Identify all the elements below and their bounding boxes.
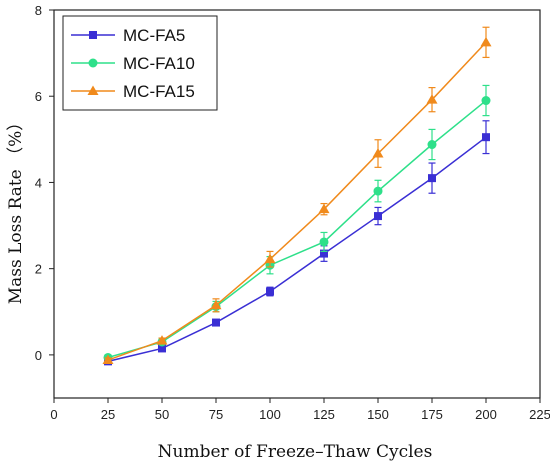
chart-series bbox=[102, 26, 492, 366]
x-tick-label: 125 bbox=[313, 407, 335, 422]
x-tick-label: 200 bbox=[475, 407, 497, 422]
y-tick-label: 0 bbox=[35, 348, 42, 363]
chart-axes: 0 25 50 75 100 125 150 175 200 225 0 2 4 6 8 bbox=[35, 3, 550, 422]
x-tick-label: 225 bbox=[529, 407, 550, 422]
x-tick-label: 150 bbox=[367, 407, 389, 422]
x-tick-label: 50 bbox=[155, 407, 169, 422]
data-point bbox=[212, 318, 220, 327]
legend-marker bbox=[88, 58, 98, 68]
data-point bbox=[320, 249, 328, 258]
data-point bbox=[481, 96, 491, 106]
data-point bbox=[427, 140, 437, 150]
y-tick-label: 8 bbox=[35, 3, 42, 18]
x-tick-label: 100 bbox=[259, 407, 281, 422]
data-point bbox=[318, 203, 330, 214]
series-mc-fa15 bbox=[102, 26, 492, 365]
y-tick-label: 4 bbox=[35, 175, 42, 190]
data-point bbox=[372, 148, 384, 158]
data-point bbox=[264, 253, 276, 264]
series-mc-fa10 bbox=[103, 84, 491, 362]
x-tick-label: 75 bbox=[209, 407, 223, 422]
x-axis-title: Number of Freeze–Thaw Cycles bbox=[158, 442, 433, 462]
data-point bbox=[374, 212, 382, 221]
data-point bbox=[102, 354, 114, 365]
series-line bbox=[107, 99, 487, 359]
data-point bbox=[210, 299, 222, 310]
data-point bbox=[480, 36, 492, 47]
y-axis-title: Mass Loss Rate （%） bbox=[6, 114, 26, 305]
x-tick-label: 175 bbox=[421, 407, 443, 422]
data-point bbox=[319, 237, 329, 247]
data-point bbox=[158, 344, 166, 353]
plot-frame bbox=[53, 9, 541, 399]
legend-label: MC-FA10 bbox=[123, 54, 195, 73]
legend-label: MC-FA15 bbox=[123, 82, 195, 101]
y-tick-label: 2 bbox=[35, 262, 42, 277]
y-tick-label: 6 bbox=[35, 89, 42, 104]
chart-legend: MC-FA5 MC-FA10 MC-FA15 bbox=[62, 15, 218, 111]
series-line bbox=[107, 41, 487, 361]
x-tick-label: 0 bbox=[50, 407, 57, 422]
legend-label: MC-FA5 bbox=[123, 26, 185, 45]
data-point bbox=[482, 133, 490, 142]
data-point bbox=[156, 335, 168, 345]
series-line bbox=[107, 136, 487, 363]
data-point bbox=[373, 186, 383, 196]
data-point bbox=[426, 94, 438, 104]
data-point bbox=[428, 174, 436, 183]
x-tick-label: 25 bbox=[101, 407, 115, 422]
legend-marker bbox=[87, 85, 99, 95]
legend-marker bbox=[89, 31, 97, 39]
data-point bbox=[266, 287, 274, 296]
